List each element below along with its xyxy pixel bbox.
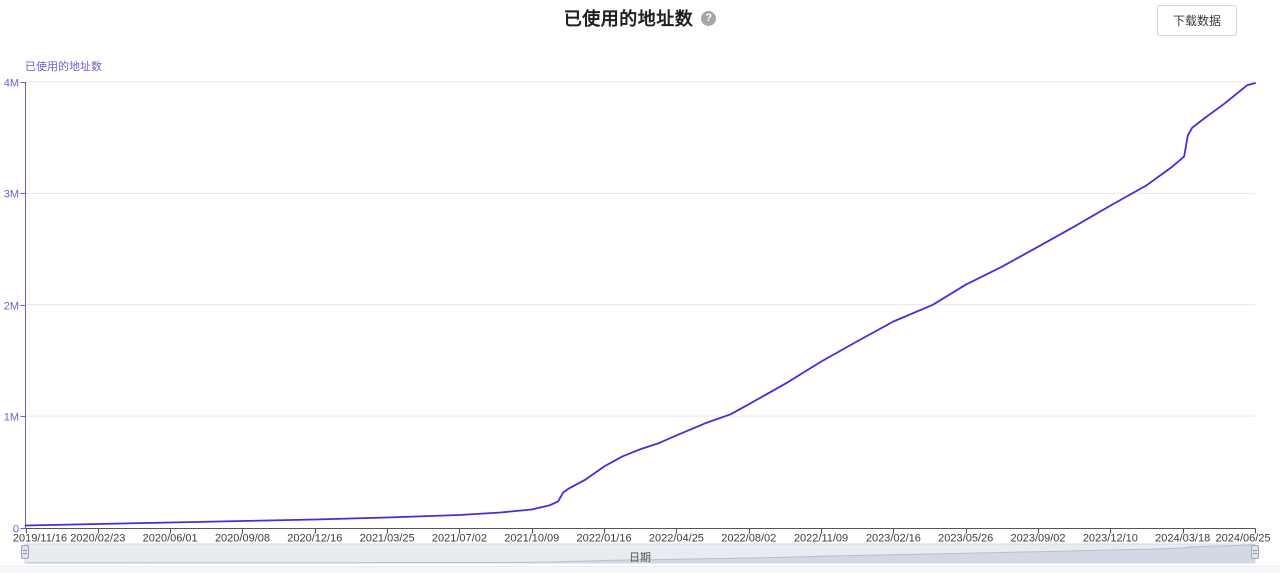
chart-header: 已使用的地址数 ?	[0, 6, 1280, 30]
svg-text:4M: 4M	[4, 78, 19, 90]
svg-text:2021/03/25: 2021/03/25	[360, 533, 415, 545]
y-axis: 0 1M 2M 3M 4M	[4, 78, 26, 536]
datazoom-left-handle[interactable]	[21, 545, 29, 559]
svg-text:2022/11/09: 2022/11/09	[794, 533, 848, 545]
svg-text:2020/12/16: 2020/12/16	[287, 533, 342, 545]
svg-text:1M: 1M	[4, 412, 19, 424]
svg-text:2023/09/02: 2023/09/02	[1010, 533, 1065, 545]
bottom-strip	[0, 566, 1280, 573]
help-icon[interactable]: ?	[701, 10, 717, 26]
page-title: 已使用的地址数	[563, 9, 694, 29]
svg-text:2023/05/26: 2023/05/26	[938, 533, 993, 545]
svg-text:2022/04/25: 2022/04/25	[649, 533, 704, 545]
y-axis-name: 已使用的地址数	[25, 61, 102, 73]
svg-text:2021/10/09: 2021/10/09	[504, 533, 559, 545]
svg-text:2020/09/08: 2020/09/08	[215, 533, 270, 545]
svg-text:2022/01/16: 2022/01/16	[577, 533, 632, 545]
x-axis: 2019/11/16 2020/02/23 2020/06/01 2020/09/08…	[13, 528, 1271, 545]
series-line	[24, 82, 1256, 527]
svg-text:2023/02/16: 2023/02/16	[866, 533, 921, 545]
download-data-button[interactable]: 下载数据	[1156, 5, 1237, 36]
svg-text:3M: 3M	[4, 189, 19, 201]
gridlines	[25, 81, 1255, 417]
svg-text:2021/07/02: 2021/07/02	[432, 533, 487, 545]
datazoom-right-handle[interactable]	[1251, 545, 1259, 559]
svg-text:2024/03/18: 2024/03/18	[1155, 533, 1210, 545]
svg-text:0: 0	[13, 524, 19, 536]
svg-text:2023/12/10: 2023/12/10	[1083, 533, 1138, 545]
svg-text:2019/11/16: 2019/11/16	[13, 533, 67, 545]
datazoom-preview[interactable]	[24, 543, 1256, 564]
svg-text:2024/06/25: 2024/06/25	[1215, 533, 1270, 545]
svg-text:2M: 2M	[4, 301, 19, 313]
svg-text:2020/02/23: 2020/02/23	[70, 533, 125, 545]
svg-text:2022/08/02: 2022/08/02	[721, 533, 776, 545]
svg-text:2020/06/01: 2020/06/01	[143, 533, 198, 545]
